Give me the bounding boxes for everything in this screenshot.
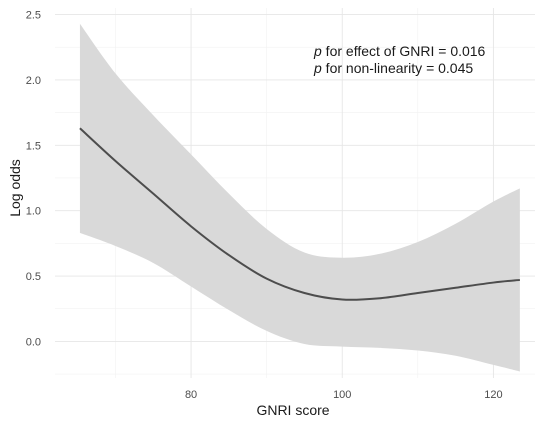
y-axis-tick-labels: 0.0 0.5 1.0 1.5 2.0 2.5 [26,10,41,349]
annotation-nonlinearity: p for non-linearity = 0.045 [313,60,473,76]
annotation-nonlinearity-text: for non-linearity = 0.045 [322,60,474,76]
y-tick-label: 1.0 [26,206,41,218]
y-tick-label: 2.0 [26,75,41,87]
annotation-effect-text: for effect of GNRI = 0.016 [322,43,486,59]
annotation-nonlinearity-p: p [313,60,322,76]
fitted-curve [79,127,520,301]
y-tick-label: 0.5 [26,271,41,283]
x-axis-tick-labels: 80 100 120 [185,389,503,401]
y-tick-label: 1.5 [26,140,41,152]
annotation-effect-p: p [313,43,322,59]
x-tick-label: 100 [333,389,351,401]
y-tick-label: 2.5 [26,10,41,22]
y-axis-title: Log odds [7,159,23,217]
y-tick-label: 0.0 [26,336,41,348]
confidence-band [79,23,520,372]
x-axis-title: GNRI score [256,402,329,418]
annotation-effect: p for effect of GNRI = 0.016 [313,43,486,59]
x-tick-label: 80 [185,389,197,401]
x-tick-label: 120 [484,389,502,401]
